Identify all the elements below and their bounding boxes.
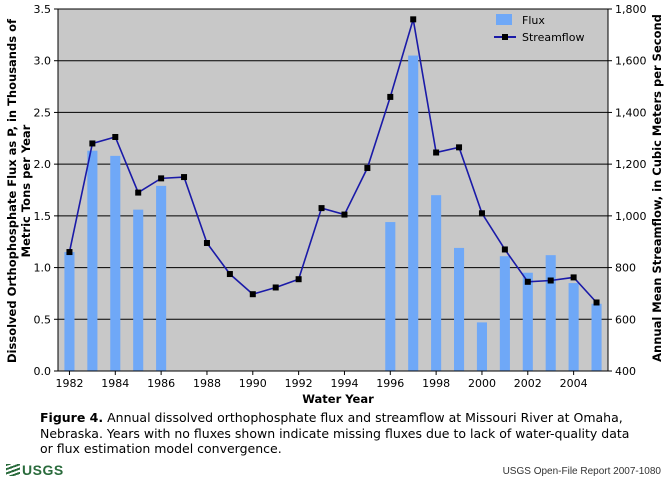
flux-bar	[568, 283, 579, 371]
flux-bar	[454, 247, 465, 371]
flux-bars	[64, 55, 602, 372]
streamflow-point	[66, 249, 73, 256]
left-axis-title-line-1: Dissolved Orthophosphate Flux as P, in T…	[5, 18, 19, 363]
left-tick-label: 1.5	[34, 210, 52, 223]
streamflow-point	[272, 284, 279, 291]
streamflow-line	[68, 19, 598, 304]
streamflow-point	[158, 175, 165, 182]
streamflow-point	[410, 16, 417, 23]
left-axis-title-line-2: Metric Tons per Year	[19, 124, 33, 257]
right-tick-label: 1,400	[615, 106, 647, 119]
x-tick-label: 2004	[560, 377, 588, 390]
streamflow-point	[135, 189, 142, 196]
right-tick-label: 800	[615, 262, 636, 275]
flux-bar	[110, 155, 121, 371]
streamflow-point	[341, 211, 348, 218]
streamflow-point	[478, 210, 485, 217]
streamflow-point	[89, 140, 96, 147]
left-tick-label: 1.0	[34, 262, 52, 275]
streamflow-point	[501, 246, 508, 253]
streamflow-point	[433, 149, 440, 156]
streamflow-point	[593, 299, 600, 306]
gridlines	[58, 60, 608, 320]
left-tick-label: 3.0	[34, 55, 52, 68]
x-tick-label: 1986	[147, 377, 175, 390]
legend-streamflow-label: Streamflow	[522, 31, 584, 44]
left-tick-label: 2.0	[34, 158, 52, 171]
streamflow-point	[524, 278, 531, 285]
streamflow-point	[570, 274, 577, 281]
flux-bar	[64, 252, 75, 371]
flux-bar	[545, 255, 556, 371]
x-tick-label: 1982	[55, 377, 83, 390]
left-axis-title: Dissolved Orthophosphate Flux as P, in T…	[5, 18, 33, 363]
flux-bar	[431, 195, 442, 371]
flux-bar	[408, 55, 419, 372]
streamflow-point	[112, 133, 119, 140]
plot-area	[58, 9, 608, 371]
right-axis-title: Annual Mean Streamflow, in Cubic Meters …	[650, 14, 664, 362]
left-tick-label: 2.5	[34, 106, 52, 119]
right-tick-label: 600	[615, 313, 636, 326]
x-tick-label: 1984	[101, 377, 129, 390]
x-tick-label: 1992	[285, 377, 313, 390]
x-axis-title: Water Year	[302, 392, 374, 406]
flux-bar	[385, 222, 396, 371]
right-tick-label: 400	[615, 365, 636, 378]
streamflow-point	[318, 205, 325, 212]
x-tick-label: 2000	[468, 377, 496, 390]
streamflow-point	[295, 276, 302, 283]
legend-flux-swatch	[496, 14, 512, 25]
x-tick-label: 1996	[376, 377, 404, 390]
left-tick-label: 0.0	[34, 365, 52, 378]
streamflow-point	[364, 165, 371, 172]
x-tick-label: 1990	[239, 377, 267, 390]
left-tick-label: 3.5	[34, 3, 52, 16]
flux-bar	[87, 150, 98, 371]
right-axis-title-text: Annual Mean Streamflow, in Cubic Meters …	[650, 14, 664, 362]
streamflow-point	[547, 277, 554, 284]
streamflow-point	[226, 271, 233, 278]
chart: 0.0 0.5 1.0 1.5 2.0 2.5 3.0 3.5 400 600 800 1,000 1…	[5, 3, 664, 406]
x-tick-label: 1988	[193, 377, 221, 390]
legend: Flux Streamflow	[494, 14, 584, 44]
streamflow-point	[203, 240, 210, 247]
figure-label: Figure 4.	[40, 410, 104, 425]
streamflow-point	[456, 144, 463, 151]
x-axis-ticks: 1982 1984 1986 1988 1990 1992 1994 1996 1998 2000…	[55, 371, 588, 390]
right-tick-label: 1,200	[615, 158, 647, 171]
flux-bar	[156, 185, 167, 371]
streamflow-point	[387, 93, 394, 100]
caption-text: Annual dissolved orthophosphate flux and…	[40, 410, 630, 456]
flux-bar	[499, 256, 510, 371]
flux-bar	[591, 303, 602, 371]
flux-bar	[476, 322, 487, 371]
x-tick-label: 1994	[330, 377, 358, 390]
flux-bar	[522, 272, 533, 371]
streamflow-point	[181, 174, 188, 181]
legend-flux-label: Flux	[522, 14, 545, 27]
usgs-logo[interactable]: USGS	[6, 462, 64, 478]
x-tick-label: 1998	[422, 377, 450, 390]
streamflow-markers	[66, 16, 600, 306]
right-tick-label: 1,000	[615, 210, 647, 223]
flux-bar	[133, 209, 144, 371]
right-tick-label: 1,800	[615, 3, 647, 16]
right-tick-label: 1,600	[615, 55, 647, 68]
left-tick-label: 0.5	[34, 313, 52, 326]
figure-caption: Figure 4. Annual dissolved orthophosphat…	[40, 410, 640, 457]
streamflow-point	[249, 291, 256, 298]
legend-streamflow-marker	[502, 34, 508, 40]
usgs-logo-text: USGS	[22, 462, 64, 478]
plot-frame	[57, 8, 609, 372]
report-id: USGS Open-File Report 2007-1080	[502, 466, 661, 477]
right-axis-ticks: 400 600 800 1,000 1,200 1,400 1,600 1,800	[608, 3, 647, 378]
usgs-wave-icon	[6, 464, 20, 476]
x-tick-label: 2002	[514, 377, 542, 390]
left-axis-ticks: 0.0 0.5 1.0 1.5 2.0 2.5 3.0 3.5	[34, 3, 58, 378]
